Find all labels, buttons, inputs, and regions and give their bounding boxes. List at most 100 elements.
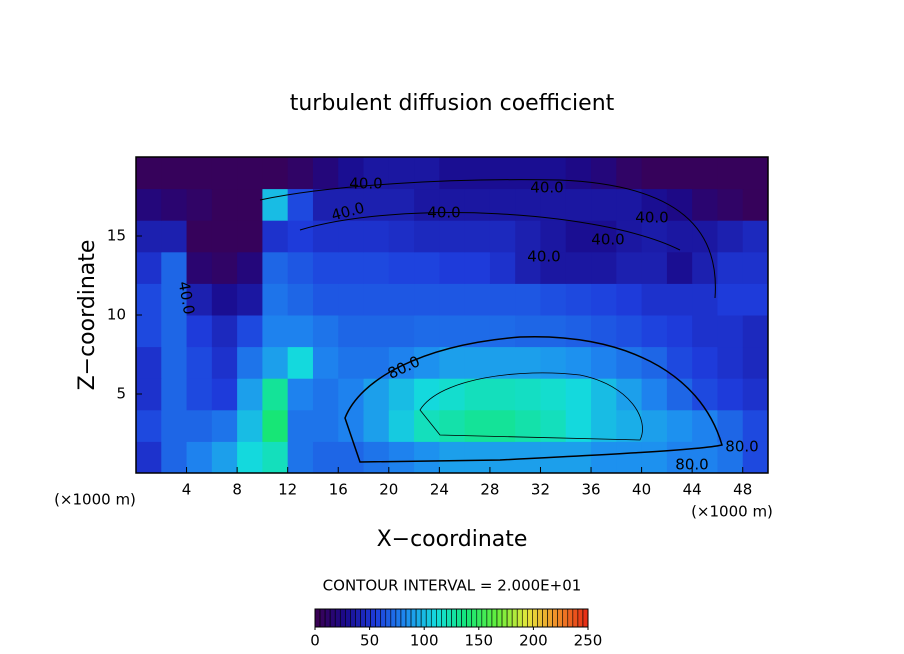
- cell: [464, 157, 491, 190]
- colorbar-cell: [486, 608, 493, 628]
- cell: [388, 188, 415, 221]
- cell: [262, 409, 289, 442]
- cell: [312, 346, 339, 379]
- cell: [338, 251, 365, 284]
- cell: [262, 157, 289, 190]
- colorbar-cell: [461, 608, 467, 628]
- cell: [717, 251, 744, 284]
- cell: [262, 283, 289, 316]
- contour-label: 40.0: [591, 231, 624, 249]
- cell: [338, 157, 365, 190]
- cell: [565, 220, 592, 253]
- cell: [641, 157, 668, 190]
- colorbar-cell: [355, 608, 361, 628]
- cell: [616, 251, 643, 284]
- cell: [388, 441, 415, 474]
- cell: [363, 378, 390, 411]
- cell: [439, 188, 466, 221]
- cell: [742, 251, 769, 284]
- colorbar-cell: [400, 608, 407, 628]
- x-tick-label: 24: [430, 481, 449, 499]
- cell: [489, 283, 516, 316]
- cell: [616, 315, 643, 348]
- field: [136, 157, 769, 474]
- cell: [211, 378, 238, 411]
- cell: [489, 346, 516, 379]
- colorbar-cell: [572, 608, 579, 628]
- cell: [237, 157, 263, 190]
- cell: [237, 283, 263, 316]
- cell: [591, 409, 617, 442]
- cell: [591, 346, 617, 379]
- cell: [338, 315, 365, 348]
- cell: [591, 188, 617, 221]
- cell: [439, 315, 466, 348]
- x-tick-label: 8: [232, 481, 242, 499]
- cell: [439, 251, 466, 284]
- cell: [616, 441, 643, 474]
- contour-line: [419, 372, 643, 441]
- contour-line: [259, 179, 716, 299]
- cell: [464, 441, 491, 474]
- cell: [161, 409, 188, 442]
- cell: [666, 157, 693, 190]
- cell: [742, 157, 769, 190]
- cell: [565, 315, 592, 348]
- cell: [464, 188, 491, 221]
- cell: [666, 315, 693, 348]
- colorbar-cell: [370, 608, 376, 628]
- colorbar-cell: [339, 608, 346, 628]
- x-tick-label: 40: [632, 481, 651, 499]
- contour-label: 40.0: [427, 204, 460, 222]
- cell: [591, 220, 617, 253]
- cell: [237, 409, 263, 442]
- cell: [414, 251, 440, 284]
- colorbar-cell: [380, 608, 387, 628]
- cell: [186, 346, 213, 379]
- cell: [540, 346, 567, 379]
- cell: [515, 283, 541, 316]
- cell: [717, 441, 744, 474]
- colorbar-cell: [496, 608, 503, 628]
- cell: [515, 409, 541, 442]
- cell: [565, 157, 592, 190]
- colorbar-cell: [441, 608, 447, 628]
- cell: [211, 409, 238, 442]
- colorbar-cell: [385, 608, 392, 628]
- cell: [186, 283, 213, 316]
- y-axis-label: Z−coordinate: [75, 240, 100, 391]
- cell: [515, 378, 541, 411]
- cell: [211, 441, 238, 474]
- colorbar-cell: [314, 608, 321, 628]
- colorbar-cell: [552, 608, 558, 628]
- colorbar-cell: [329, 608, 336, 628]
- x-tick-label: 16: [329, 481, 348, 499]
- colorbar-cell: [446, 608, 452, 628]
- cell: [565, 188, 592, 221]
- cell: [540, 283, 567, 316]
- cell: [641, 346, 668, 379]
- cell: [161, 188, 188, 221]
- colorbar-cell: [410, 608, 417, 628]
- cell: [186, 188, 213, 221]
- cell: [540, 157, 567, 190]
- colorbar-cell: [420, 608, 427, 628]
- cell: [540, 188, 567, 221]
- contour-label: 80.0: [725, 438, 758, 456]
- cell: [161, 251, 188, 284]
- colorbar-cell: [562, 608, 569, 628]
- cell: [363, 251, 390, 284]
- cell: [742, 315, 769, 348]
- cell: [666, 441, 693, 474]
- cell: [515, 251, 541, 284]
- colorbar-cell: [466, 608, 473, 628]
- cell: [439, 441, 466, 474]
- cell: [186, 441, 213, 474]
- cell: [515, 220, 541, 253]
- cell: [464, 283, 491, 316]
- chart-title: turbulent diffusion coefficient: [290, 91, 615, 116]
- cell: [565, 283, 592, 316]
- cell: [641, 378, 668, 411]
- cell: [211, 346, 238, 379]
- cell: [717, 315, 744, 348]
